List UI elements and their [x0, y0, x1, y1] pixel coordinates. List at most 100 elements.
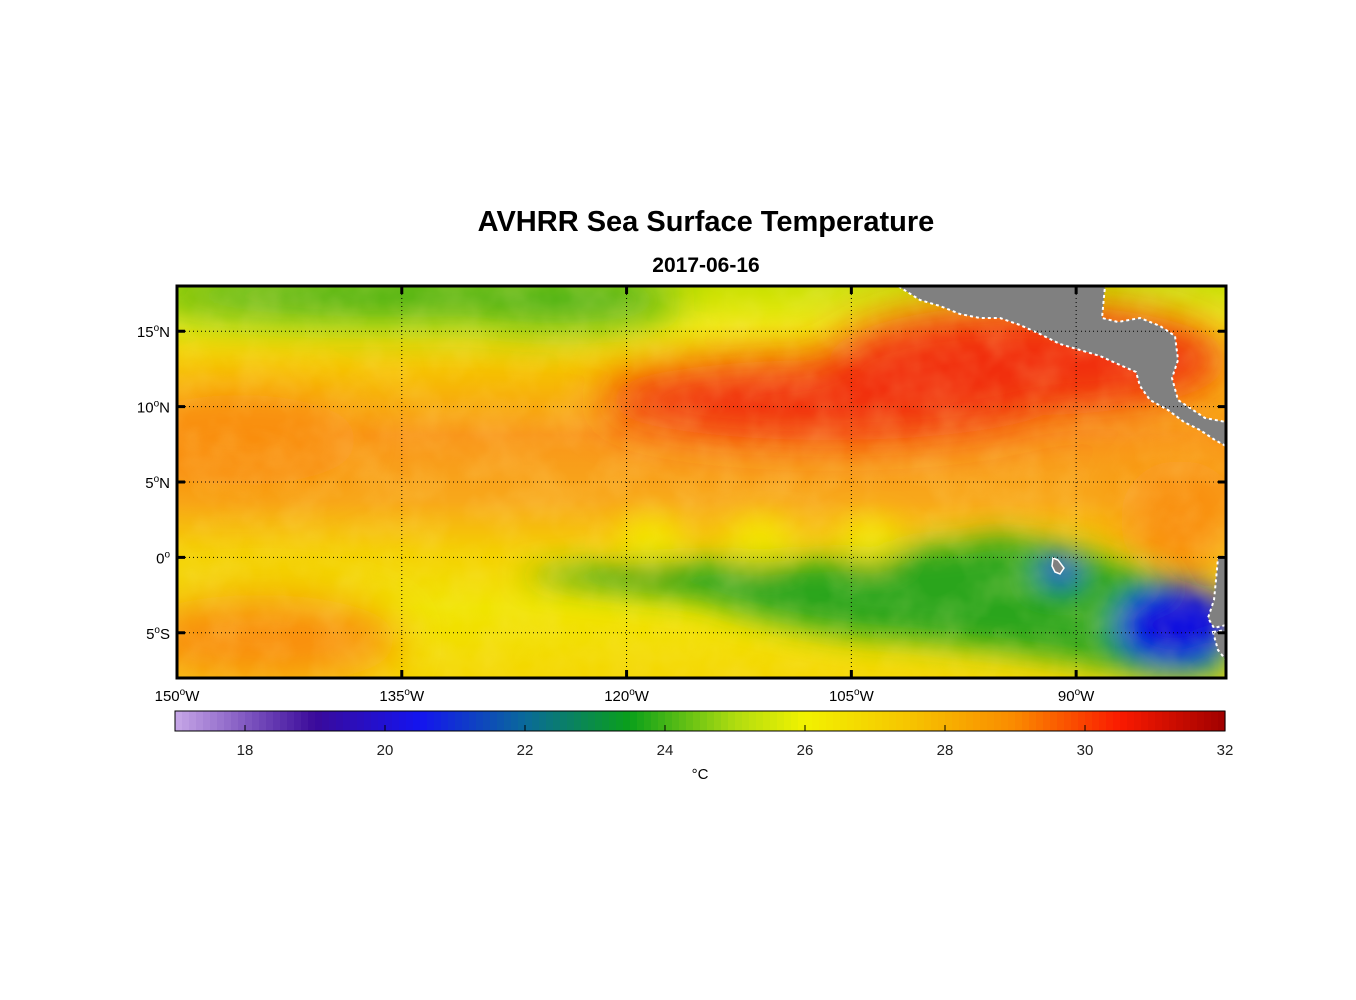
colorbar-tick-label: 24	[657, 742, 674, 759]
colorbar-cell	[1015, 711, 1023, 731]
colorbar-cell	[210, 711, 218, 731]
colorbar-cell	[350, 711, 358, 731]
colorbar-cell	[1022, 711, 1030, 731]
degree-mark: o	[154, 625, 160, 636]
colorbar-cell	[1204, 711, 1212, 731]
colorbar-cell	[259, 711, 267, 731]
colorbar-cell	[798, 711, 806, 731]
colorbar-cell	[1183, 711, 1191, 731]
colorbar-cell	[434, 711, 442, 731]
colorbar-cell	[644, 711, 652, 731]
colorbar-cell	[301, 711, 309, 731]
colorbar-cell	[1050, 711, 1058, 731]
colorbar-tick-label: 28	[937, 742, 954, 759]
colorbar-cell	[203, 711, 211, 731]
colorbar-cell	[427, 711, 435, 731]
colorbar-cell	[665, 711, 673, 731]
colorbar-cell	[952, 711, 960, 731]
colorbar-cell	[623, 711, 631, 731]
colorbar-cell	[553, 711, 561, 731]
colorbar-cell	[1029, 711, 1037, 731]
colorbar-cell	[924, 711, 932, 731]
colorbar-cell	[1008, 711, 1016, 731]
colorbar-cell	[959, 711, 967, 731]
lon-value: 90	[1058, 688, 1075, 705]
colorbar-cell	[1169, 711, 1177, 731]
colorbar-cell	[357, 711, 365, 731]
colorbar-cell	[441, 711, 449, 731]
colorbar-cell	[917, 711, 925, 731]
colorbar-cell	[588, 711, 596, 731]
colorbar-cell	[539, 711, 547, 731]
colorbar-ticks: 18 20 22 24 26 28 30 32	[237, 725, 1234, 759]
colorbar-cell	[707, 711, 715, 731]
colorbar-cell	[371, 711, 379, 731]
colorbar-cell	[735, 711, 743, 731]
colorbar-cell	[231, 711, 239, 731]
colorbar-cell	[847, 711, 855, 731]
lon-tick-label: 90oW	[1058, 687, 1095, 705]
lon-tick-label: 135oW	[379, 687, 425, 705]
colorbar-cell	[875, 711, 883, 731]
colorbar-cell	[1057, 711, 1065, 731]
colorbar-cell	[1197, 711, 1205, 731]
colorbar-cell	[931, 711, 939, 731]
colorbar-cell	[336, 711, 344, 731]
lon-value: 120	[604, 688, 629, 705]
colorbar-tick-label: 20	[377, 742, 394, 759]
hemisphere: W	[635, 688, 650, 705]
colorbar-cell	[546, 711, 554, 731]
colorbar-cell	[616, 711, 624, 731]
lat-tick-label: 5oN	[145, 474, 170, 492]
hemisphere: W	[410, 688, 425, 705]
lon-value: 135	[379, 688, 404, 705]
colorbar-cell	[1155, 711, 1163, 731]
colorbar-cell	[602, 711, 610, 731]
colorbar-cell	[196, 711, 204, 731]
colorbar-cell	[770, 711, 778, 731]
colorbar-tick-label: 30	[1077, 742, 1094, 759]
colorbar-cell	[315, 711, 323, 731]
lat-value: 0	[156, 550, 164, 567]
lat-tick-label: 10oN	[137, 399, 170, 417]
colorbar-tick-label: 26	[797, 742, 814, 759]
hemisphere: N	[159, 475, 170, 492]
colorbar-cell	[343, 711, 351, 731]
colorbar-cell	[1043, 711, 1051, 731]
colorbar-cell	[1190, 711, 1198, 731]
land-south-america	[1206, 554, 1226, 630]
colorbar-cell	[238, 711, 246, 731]
colorbar-cell	[896, 711, 904, 731]
colorbar-cell	[903, 711, 911, 731]
colorbar-cell	[721, 711, 729, 731]
lat-tick-label: 15oN	[137, 323, 170, 341]
colorbar-cell	[392, 711, 400, 731]
colorbar-cell	[700, 711, 708, 731]
hemisphere: W	[1080, 688, 1095, 705]
colorbar-cell	[364, 711, 372, 731]
colorbar-cell	[994, 711, 1002, 731]
colorbar-cell	[973, 711, 981, 731]
sst-field	[177, 286, 1226, 678]
hemisphere: S	[160, 626, 170, 643]
chart-title: AVHRR Sea Surface Temperature	[477, 206, 935, 238]
colorbar-cell	[609, 711, 617, 731]
colorbar-cell	[504, 711, 512, 731]
colorbar-cell	[833, 711, 841, 731]
colorbar-cell	[1218, 711, 1226, 731]
colorbar-cell	[322, 711, 330, 731]
colorbar-cell	[406, 711, 414, 731]
colorbar-cell	[476, 711, 484, 731]
colorbar-cell	[987, 711, 995, 731]
colorbar-tick-label: 32	[1217, 742, 1234, 759]
colorbar-cell	[413, 711, 421, 731]
hemisphere: N	[159, 400, 170, 417]
hemisphere: N	[159, 324, 170, 341]
colorbar-cell	[1113, 711, 1121, 731]
colorbar-cell	[245, 711, 253, 731]
degree-mark: o	[154, 399, 160, 410]
colorbar-cell	[679, 711, 687, 731]
colorbar-cell	[490, 711, 498, 731]
